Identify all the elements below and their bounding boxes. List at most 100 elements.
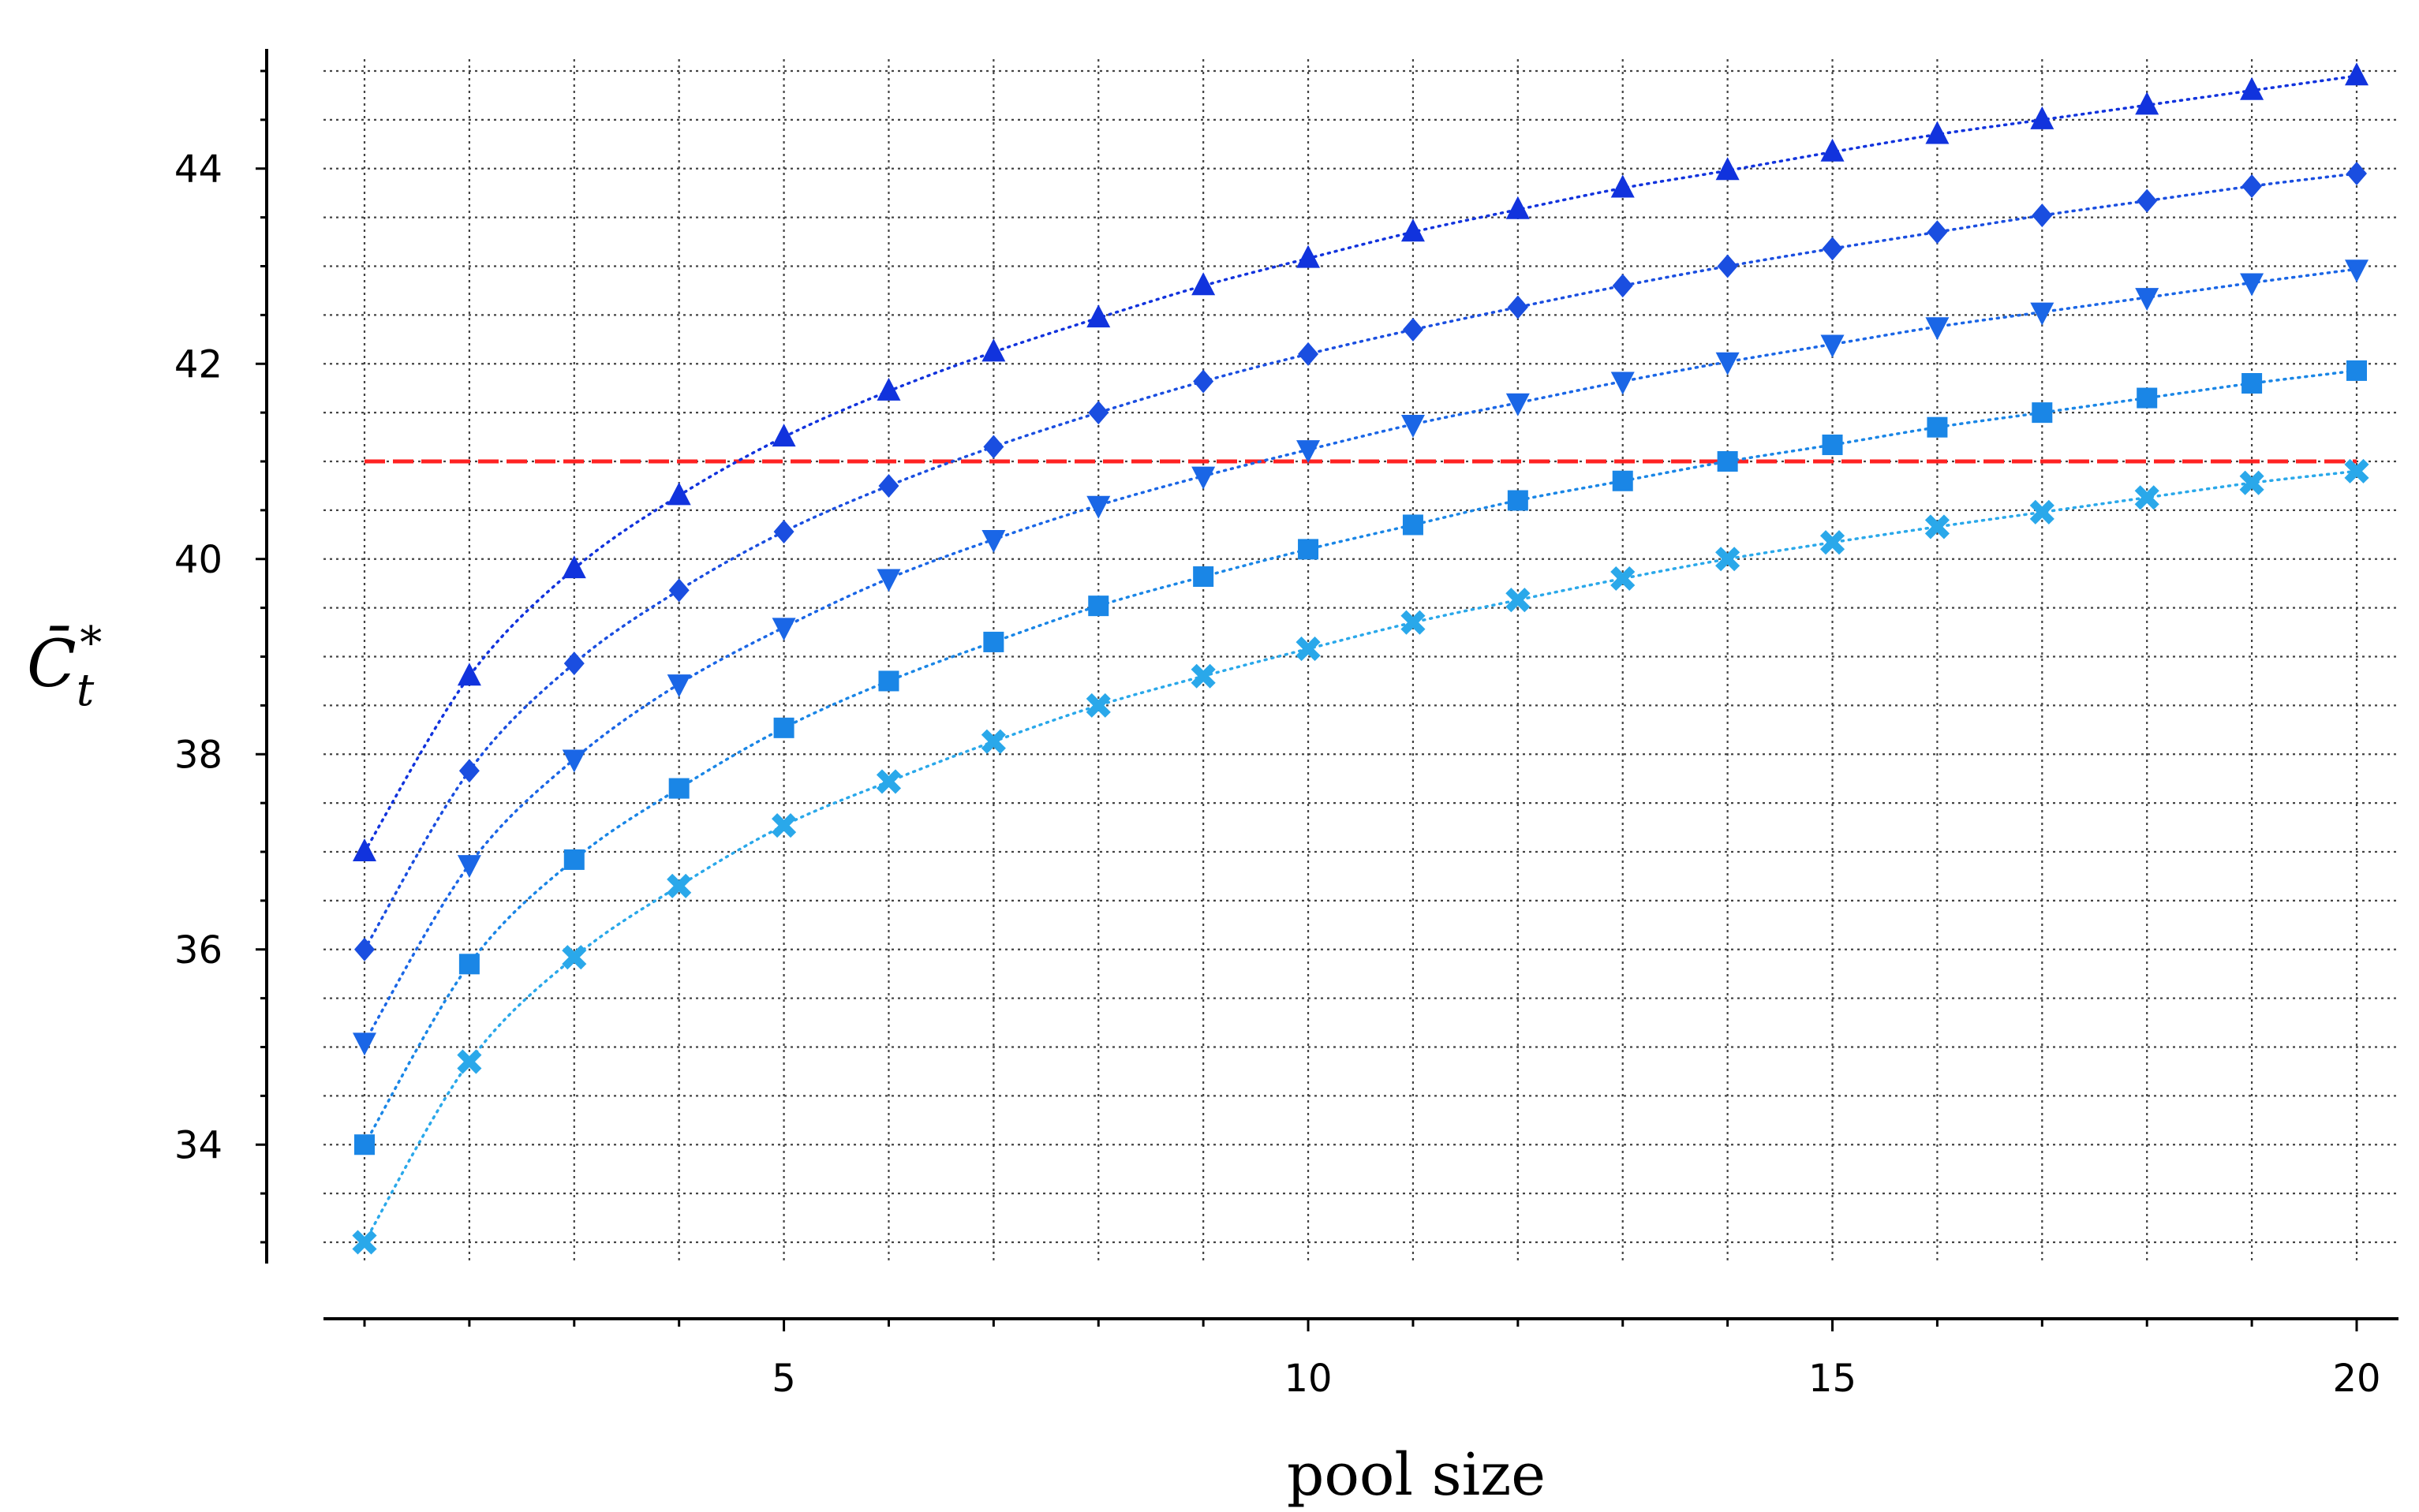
square-marker bbox=[1717, 451, 1738, 472]
square-marker bbox=[563, 849, 585, 870]
triangle-up-marker bbox=[2240, 77, 2264, 100]
triangle-up-marker bbox=[457, 663, 481, 686]
diamond-marker bbox=[1717, 254, 1738, 278]
triangle-up-marker bbox=[1610, 174, 1635, 198]
square-marker bbox=[1402, 514, 1423, 536]
diamond-marker bbox=[1822, 237, 1843, 261]
diamond-marker bbox=[1927, 220, 1948, 245]
triangle-up-marker bbox=[1086, 304, 1111, 328]
x-tick-label: 15 bbox=[1808, 1357, 1856, 1401]
triangle-down-marker bbox=[2030, 302, 2054, 326]
triangle-down-marker bbox=[1820, 334, 1845, 358]
x-marker bbox=[1086, 693, 1111, 718]
series-line bbox=[363, 74, 2358, 853]
square-marker bbox=[1612, 470, 1633, 491]
square-marker bbox=[1088, 595, 1109, 617]
triangle-down-marker bbox=[353, 1032, 376, 1056]
triangle-up-marker bbox=[562, 555, 586, 579]
y-tick-label: 40 bbox=[174, 538, 222, 582]
triangle-down-marker bbox=[772, 618, 796, 641]
triangle-down-marker bbox=[2240, 273, 2264, 297]
triangle-up-marker bbox=[1505, 196, 1530, 219]
diamond-marker bbox=[1402, 317, 1423, 342]
x-marker bbox=[1295, 637, 1321, 662]
triangle-up-marker bbox=[353, 838, 376, 861]
diamond-marker bbox=[668, 578, 690, 603]
series-line bbox=[363, 172, 2358, 951]
y-axis-title: C̄t* bbox=[27, 618, 102, 716]
y-tick-label: 42 bbox=[174, 342, 222, 386]
square-marker bbox=[1507, 490, 1528, 511]
series-line bbox=[363, 469, 2358, 1244]
series-3 bbox=[353, 259, 2369, 1056]
square-marker bbox=[668, 778, 690, 799]
x-marker bbox=[1505, 588, 1531, 613]
diamond-marker bbox=[354, 937, 375, 961]
triangle-down-marker bbox=[457, 855, 481, 879]
square-marker bbox=[1193, 566, 1214, 588]
x-marker bbox=[457, 1049, 482, 1074]
x-marker bbox=[2239, 470, 2264, 495]
y-tick-label: 34 bbox=[174, 1123, 222, 1167]
triangle-down-marker bbox=[981, 530, 1006, 553]
diamond-marker bbox=[2346, 161, 2367, 185]
diamond-marker bbox=[1088, 401, 1109, 425]
triangle-down-marker bbox=[2135, 288, 2159, 312]
triangle-up-marker bbox=[2135, 91, 2159, 115]
diamond-marker bbox=[2137, 189, 2158, 213]
diamond-marker bbox=[458, 759, 480, 783]
triangle-up-marker bbox=[2030, 106, 2054, 129]
diamond-marker bbox=[563, 651, 585, 676]
diamond-marker bbox=[1507, 295, 1528, 319]
x-marker bbox=[981, 729, 1006, 754]
y-axis-ticks: 34 36 38 40 42 44 bbox=[174, 69, 267, 1244]
triangle-up-marker bbox=[2345, 62, 2369, 86]
x-tick-label: 20 bbox=[2332, 1357, 2380, 1401]
x-marker bbox=[1924, 514, 1950, 539]
series-1 bbox=[353, 62, 2369, 861]
triangle-up-marker bbox=[772, 424, 796, 447]
series-line bbox=[363, 369, 2358, 1146]
square-marker bbox=[458, 954, 480, 975]
x-marker bbox=[876, 769, 902, 794]
series-2 bbox=[354, 161, 2367, 961]
square-marker bbox=[2241, 373, 2263, 394]
x-marker bbox=[2134, 485, 2159, 510]
series-5 bbox=[352, 458, 2369, 1255]
triangle-down-marker bbox=[1296, 440, 1321, 464]
x-tick-label: 10 bbox=[1284, 1357, 1333, 1401]
x-axis-title: pool size bbox=[1287, 1441, 1546, 1509]
triangle-down-marker bbox=[562, 749, 586, 773]
triangle-down-marker bbox=[1715, 352, 1740, 375]
diamond-marker bbox=[773, 520, 794, 544]
triangle-up-marker bbox=[877, 377, 901, 401]
triangle-up-marker bbox=[1925, 121, 1950, 144]
series-4 bbox=[354, 360, 2367, 1155]
triangle-up-marker bbox=[1820, 138, 1845, 162]
x-marker bbox=[1819, 530, 1845, 555]
series-layer bbox=[352, 62, 2369, 1255]
series-line bbox=[363, 267, 2358, 1044]
x-axis-ticks: 5 10 15 20 bbox=[363, 1319, 2381, 1401]
triangle-down-marker bbox=[1610, 371, 1635, 395]
plot-grid bbox=[323, 59, 2398, 1262]
triangle-up-marker bbox=[1715, 157, 1740, 181]
triangle-down-marker bbox=[1086, 495, 1111, 519]
diamond-marker bbox=[2032, 203, 2053, 228]
triangle-down-marker bbox=[2345, 259, 2369, 283]
diamond-marker bbox=[983, 435, 1004, 459]
x-marker bbox=[2344, 458, 2369, 483]
triangle-up-marker bbox=[1400, 218, 1425, 242]
square-marker bbox=[1927, 416, 1948, 438]
triangle-up-marker bbox=[1191, 272, 1216, 296]
x-marker bbox=[1610, 566, 1636, 592]
triangle-down-marker bbox=[1505, 393, 1530, 416]
x-marker bbox=[562, 945, 587, 970]
x-marker bbox=[1715, 547, 1740, 572]
x-tick-label: 5 bbox=[772, 1357, 796, 1401]
square-marker bbox=[878, 670, 899, 692]
x-marker bbox=[2029, 499, 2054, 525]
square-marker bbox=[1822, 434, 1843, 455]
